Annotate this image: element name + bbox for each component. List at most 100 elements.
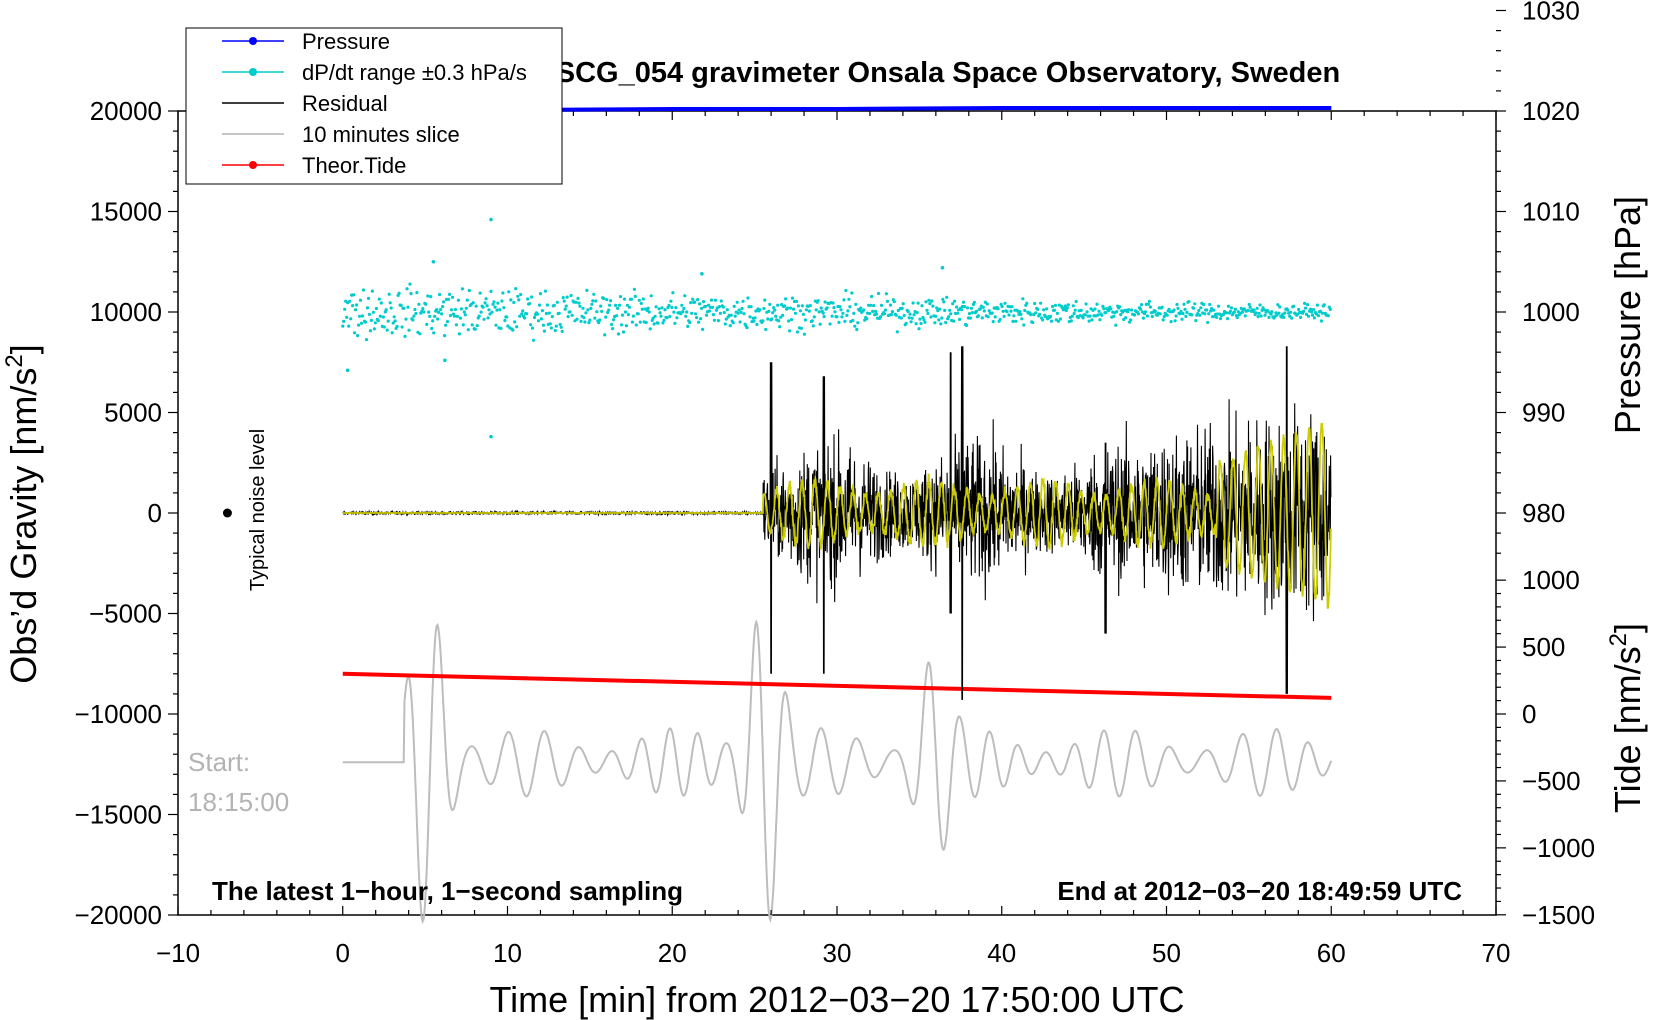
dpdt-point bbox=[1275, 313, 1279, 317]
dpdt-point bbox=[970, 311, 975, 315]
noise-level-marker bbox=[222, 508, 232, 518]
dpdt-point bbox=[1305, 303, 1310, 307]
dpdt-point bbox=[987, 309, 991, 313]
dpdt-point bbox=[591, 299, 595, 303]
dpdt-outlier bbox=[700, 272, 704, 276]
legend-label: 10 minutes slice bbox=[302, 122, 460, 147]
dpdt-point bbox=[495, 308, 499, 312]
dpdt-point bbox=[624, 324, 629, 328]
dpdt-point bbox=[1173, 319, 1177, 323]
dpdt-point bbox=[991, 320, 995, 324]
dpdt-point bbox=[1185, 310, 1189, 314]
dpdt-point bbox=[968, 316, 973, 320]
dpdt-point bbox=[377, 297, 381, 301]
dpdt-point bbox=[1090, 318, 1094, 322]
dpdt-point bbox=[710, 305, 715, 309]
y-tick-label-tide: 500 bbox=[1522, 632, 1565, 662]
dpdt-point bbox=[739, 310, 743, 314]
dpdt-point bbox=[800, 304, 805, 308]
dpdt-point bbox=[929, 315, 933, 319]
y-tick-label-pressure: 1000 bbox=[1522, 297, 1580, 327]
dpdt-point bbox=[536, 319, 541, 323]
dpdt-point bbox=[529, 323, 533, 327]
dpdt-point bbox=[622, 297, 627, 301]
dpdt-point bbox=[753, 316, 757, 320]
dpdt-point bbox=[814, 308, 818, 312]
dpdt-point bbox=[996, 307, 1000, 311]
dpdt-point bbox=[841, 311, 845, 315]
dpdt-point bbox=[427, 310, 431, 314]
dpdt-point bbox=[685, 310, 689, 314]
dpdt-point bbox=[366, 296, 371, 300]
dpdt-point bbox=[412, 314, 416, 318]
dpdt-point bbox=[850, 291, 854, 295]
dpdt-point bbox=[449, 308, 454, 312]
dpdt-point bbox=[1181, 312, 1185, 316]
dpdt-point bbox=[594, 299, 598, 303]
dpdt-point bbox=[409, 292, 413, 296]
dpdt-point bbox=[885, 299, 890, 303]
dpdt-outlier bbox=[940, 265, 945, 270]
dpdt-point bbox=[652, 322, 656, 326]
dpdt-point bbox=[1235, 315, 1239, 320]
dpdt-point bbox=[847, 297, 851, 301]
dpdt-point bbox=[1175, 302, 1179, 307]
dpdt-point bbox=[746, 296, 750, 300]
dpdt-point bbox=[1093, 307, 1097, 311]
dpdt-point bbox=[1076, 316, 1080, 320]
dpdt-point bbox=[1002, 314, 1006, 318]
dpdt-point bbox=[690, 311, 694, 315]
dpdt-point bbox=[1001, 309, 1005, 313]
dpdt-point bbox=[1311, 308, 1316, 312]
dpdt-point bbox=[471, 301, 475, 305]
dpdt-point bbox=[780, 303, 784, 307]
dpdt-point bbox=[796, 304, 801, 308]
dpdt-point bbox=[894, 313, 898, 317]
dpdt-point bbox=[530, 295, 534, 299]
dpdt-point bbox=[1278, 305, 1282, 309]
noise-level-label: Typical noise level bbox=[247, 429, 269, 591]
dpdt-point bbox=[560, 329, 564, 333]
dpdt-point bbox=[466, 328, 470, 332]
dpdt-point bbox=[783, 304, 787, 308]
dpdt-point bbox=[1259, 314, 1263, 318]
dpdt-point bbox=[1130, 308, 1134, 312]
dpdt-point bbox=[937, 318, 941, 322]
dpdt-point bbox=[793, 311, 798, 315]
dpdt-point bbox=[846, 309, 850, 313]
dpdt-point bbox=[494, 323, 498, 327]
dpdt-point bbox=[811, 324, 815, 328]
dpdt-point bbox=[799, 326, 804, 330]
dpdt-point bbox=[616, 306, 620, 310]
dpdt-point bbox=[630, 320, 635, 324]
dpdt-point bbox=[1138, 307, 1143, 311]
y-axis-tide-label-main: Tide [nm/s bbox=[1607, 646, 1648, 813]
x-tick-label: −10 bbox=[156, 938, 200, 968]
dpdt-point bbox=[1179, 309, 1183, 313]
dpdt-point bbox=[1019, 312, 1023, 316]
dpdt-point bbox=[402, 306, 406, 310]
dpdt-point bbox=[776, 303, 780, 307]
dpdt-point bbox=[689, 301, 693, 305]
dpdt-point bbox=[706, 303, 711, 307]
dpdt-point bbox=[1145, 314, 1149, 318]
dpdt-point bbox=[810, 319, 814, 323]
dpdt-point bbox=[668, 314, 672, 319]
dpdt-point bbox=[407, 328, 411, 332]
dpdt-point bbox=[1074, 299, 1078, 304]
dpdt-point bbox=[448, 313, 453, 318]
dpdt-point bbox=[363, 320, 368, 324]
dpdt-point bbox=[545, 303, 550, 307]
dpdt-point bbox=[1270, 310, 1274, 314]
end-time-note: End at 2012−03−20 18:49:59 UTC bbox=[1057, 876, 1462, 906]
dpdt-point bbox=[538, 292, 543, 296]
dpdt-point bbox=[663, 308, 667, 312]
dpdt-point bbox=[1174, 314, 1178, 318]
dpdt-point bbox=[499, 326, 503, 330]
dpdt-point bbox=[740, 306, 744, 311]
dpdt-point bbox=[1312, 316, 1316, 320]
dpdt-point bbox=[819, 306, 823, 310]
dpdt-point bbox=[593, 316, 597, 320]
dpdt-point bbox=[478, 291, 482, 295]
dpdt-point bbox=[914, 322, 918, 326]
